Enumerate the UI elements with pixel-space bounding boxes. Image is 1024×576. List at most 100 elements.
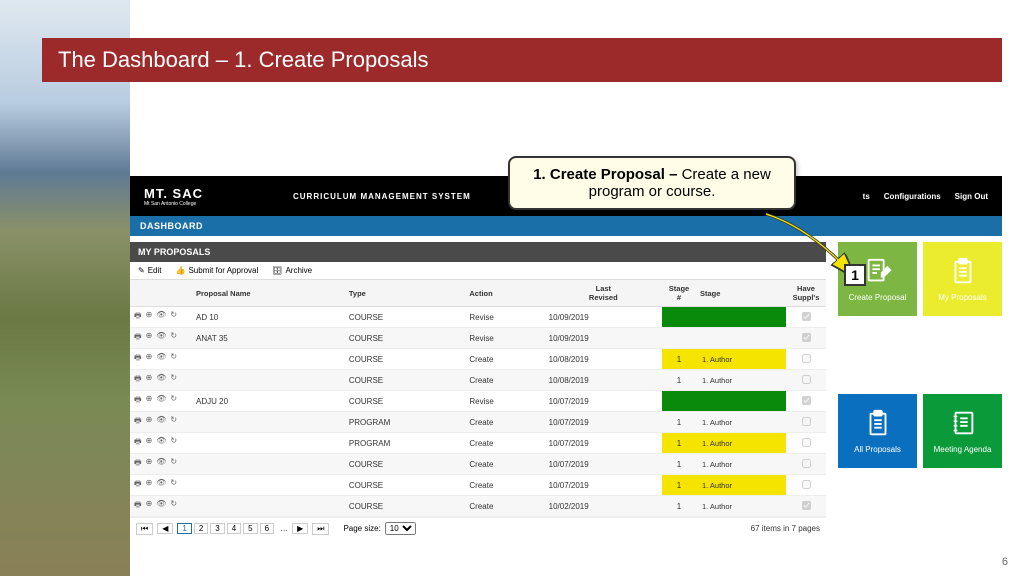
copy-icon[interactable]: ⊕ — [146, 478, 153, 492]
pager-last[interactable]: ⏭ — [312, 523, 329, 535]
stagenum-cell: 1 — [662, 412, 696, 433]
pager-first[interactable]: ⏮ — [136, 523, 153, 535]
print-icon[interactable]: 🖶 — [134, 310, 142, 324]
pager-prev[interactable]: ◀ — [157, 523, 173, 534]
edit-button[interactable]: ✎ Edit — [138, 266, 162, 275]
history-icon[interactable]: ↻ — [170, 310, 177, 324]
view-icon[interactable]: 👁 — [156, 499, 166, 513]
pager: ⏮ ◀ 123456 … ▶ ⏭ Page size: 10 67 items … — [130, 517, 826, 539]
tile-label: All Proposals — [854, 445, 901, 454]
copy-icon[interactable]: ⊕ — [146, 373, 153, 387]
table-row[interactable]: 🖶⊕👁↻COURSECreate10/07/201911. Author — [130, 454, 826, 475]
table-row[interactable]: 🖶⊕👁↻PROGRAMCreate10/07/201911. Author — [130, 433, 826, 454]
stagenum-cell: 1 — [662, 496, 696, 517]
history-icon[interactable]: ↻ — [170, 352, 177, 366]
type-cell: COURSE — [345, 475, 466, 496]
pager-page[interactable]: 4 — [227, 523, 241, 534]
nav-item[interactable]: ts — [863, 192, 870, 201]
print-icon[interactable]: 🖶 — [134, 352, 142, 366]
stage-cell: 1. Author — [696, 412, 786, 433]
column-header[interactable] — [130, 280, 192, 307]
print-icon[interactable]: 🖶 — [134, 499, 142, 513]
print-icon[interactable]: 🖶 — [134, 373, 142, 387]
print-icon[interactable]: 🖶 — [134, 331, 142, 345]
table-row[interactable]: 🖶⊕👁↻COURSECreate10/02/201911. Author — [130, 496, 826, 517]
history-icon[interactable]: ↻ — [170, 415, 177, 429]
stage-cell: 1. Author — [696, 433, 786, 454]
view-icon[interactable]: 👁 — [156, 436, 166, 450]
date-cell: 10/09/2019 — [545, 328, 662, 349]
app-screenshot: MT. SAC Mt San Antonio College CURRICULU… — [130, 176, 1002, 539]
pager-page[interactable]: 5 — [243, 523, 257, 534]
view-icon[interactable]: 👁 — [156, 352, 166, 366]
logo: MT. SAC Mt San Antonio College — [144, 186, 203, 207]
history-icon[interactable]: ↻ — [170, 436, 177, 450]
view-icon[interactable]: 👁 — [156, 478, 166, 492]
archive-button[interactable]: 🗄 Archive — [272, 266, 312, 275]
table-row[interactable]: 🖶⊕👁↻COURSECreate10/07/201911. Author — [130, 475, 826, 496]
history-icon[interactable]: ↻ — [170, 457, 177, 471]
copy-icon[interactable]: ⊕ — [146, 310, 153, 324]
page-size-select[interactable]: 10 — [385, 522, 416, 535]
view-icon[interactable]: 👁 — [156, 331, 166, 345]
print-icon[interactable]: 🖶 — [134, 436, 142, 450]
type-cell: COURSE — [345, 370, 466, 391]
history-icon[interactable]: ↻ — [170, 331, 177, 345]
print-icon[interactable]: 🖶 — [134, 415, 142, 429]
history-icon[interactable]: ↻ — [170, 478, 177, 492]
column-header[interactable]: LastRevised — [545, 280, 662, 307]
submit-button[interactable]: 👍 Submit for Approval — [176, 266, 259, 275]
proposal-name — [192, 349, 345, 370]
column-header[interactable]: Stage# — [662, 280, 696, 307]
tile-my-proposals[interactable]: My Proposals — [923, 242, 1002, 316]
pager-next[interactable]: ▶ — [292, 523, 308, 534]
view-icon[interactable]: 👁 — [156, 457, 166, 471]
type-cell: PROGRAM — [345, 433, 466, 454]
copy-icon[interactable]: ⊕ — [146, 352, 153, 366]
print-icon[interactable]: 🖶 — [134, 478, 142, 492]
nav-item[interactable]: Configurations — [884, 192, 941, 201]
stage-cell — [696, 391, 786, 412]
logo-text: MT. SAC — [144, 186, 203, 201]
callout-box: 1. Create Proposal – Create a new progra… — [508, 156, 796, 210]
column-header[interactable]: Proposal Name — [192, 280, 345, 307]
column-header[interactable]: Type — [345, 280, 466, 307]
print-icon[interactable]: 🖶 — [134, 457, 142, 471]
copy-icon[interactable]: ⊕ — [146, 457, 153, 471]
table-row[interactable]: 🖶⊕👁↻ADJU 20COURSERevise10/07/2019 — [130, 391, 826, 412]
table-row[interactable]: 🖶⊕👁↻COURSECreate10/08/201911. Author — [130, 349, 826, 370]
history-icon[interactable]: ↻ — [170, 499, 177, 513]
pager-page[interactable]: 6 — [260, 523, 274, 534]
background-photo — [0, 0, 130, 576]
copy-icon[interactable]: ⊕ — [146, 394, 153, 408]
suppl-cell — [786, 370, 826, 391]
table-row[interactable]: 🖶⊕👁↻AD 10COURSERevise10/09/2019 — [130, 307, 826, 328]
column-header[interactable]: Action — [465, 280, 544, 307]
view-icon[interactable]: 👁 — [156, 373, 166, 387]
view-icon[interactable]: 👁 — [156, 415, 166, 429]
copy-icon[interactable]: ⊕ — [146, 499, 153, 513]
stage-cell: 1. Author — [696, 370, 786, 391]
proposal-name — [192, 370, 345, 391]
table-row[interactable]: 🖶⊕👁↻PROGRAMCreate10/07/201911. Author — [130, 412, 826, 433]
pager-page[interactable]: 2 — [194, 523, 208, 534]
my-proposals-panel: MY PROPOSALS ✎ Edit 👍 Submit for Approva… — [130, 242, 826, 539]
copy-icon[interactable]: ⊕ — [146, 436, 153, 450]
nav-item[interactable]: Sign Out — [955, 192, 988, 201]
copy-icon[interactable]: ⊕ — [146, 331, 153, 345]
stage-cell: 1. Author — [696, 349, 786, 370]
copy-icon[interactable]: ⊕ — [146, 415, 153, 429]
table-row[interactable]: 🖶⊕👁↻ANAT 35COURSERevise10/09/2019 — [130, 328, 826, 349]
print-icon[interactable]: 🖶 — [134, 394, 142, 408]
view-icon[interactable]: 👁 — [156, 394, 166, 408]
view-icon[interactable]: 👁 — [156, 310, 166, 324]
history-icon[interactable]: ↻ — [170, 394, 177, 408]
history-icon[interactable]: ↻ — [170, 373, 177, 387]
table-row[interactable]: 🖶⊕👁↻COURSECreate10/08/201911. Author — [130, 370, 826, 391]
pager-page[interactable]: 3 — [210, 523, 224, 534]
tile-meeting-agenda[interactable]: Meeting Agenda — [923, 394, 1002, 468]
proposal-name: AD 10 — [192, 307, 345, 328]
pager-page[interactable]: 1 — [177, 523, 191, 534]
tile-all-proposals[interactable]: All Proposals — [838, 394, 917, 468]
action-cell: Create — [465, 349, 544, 370]
